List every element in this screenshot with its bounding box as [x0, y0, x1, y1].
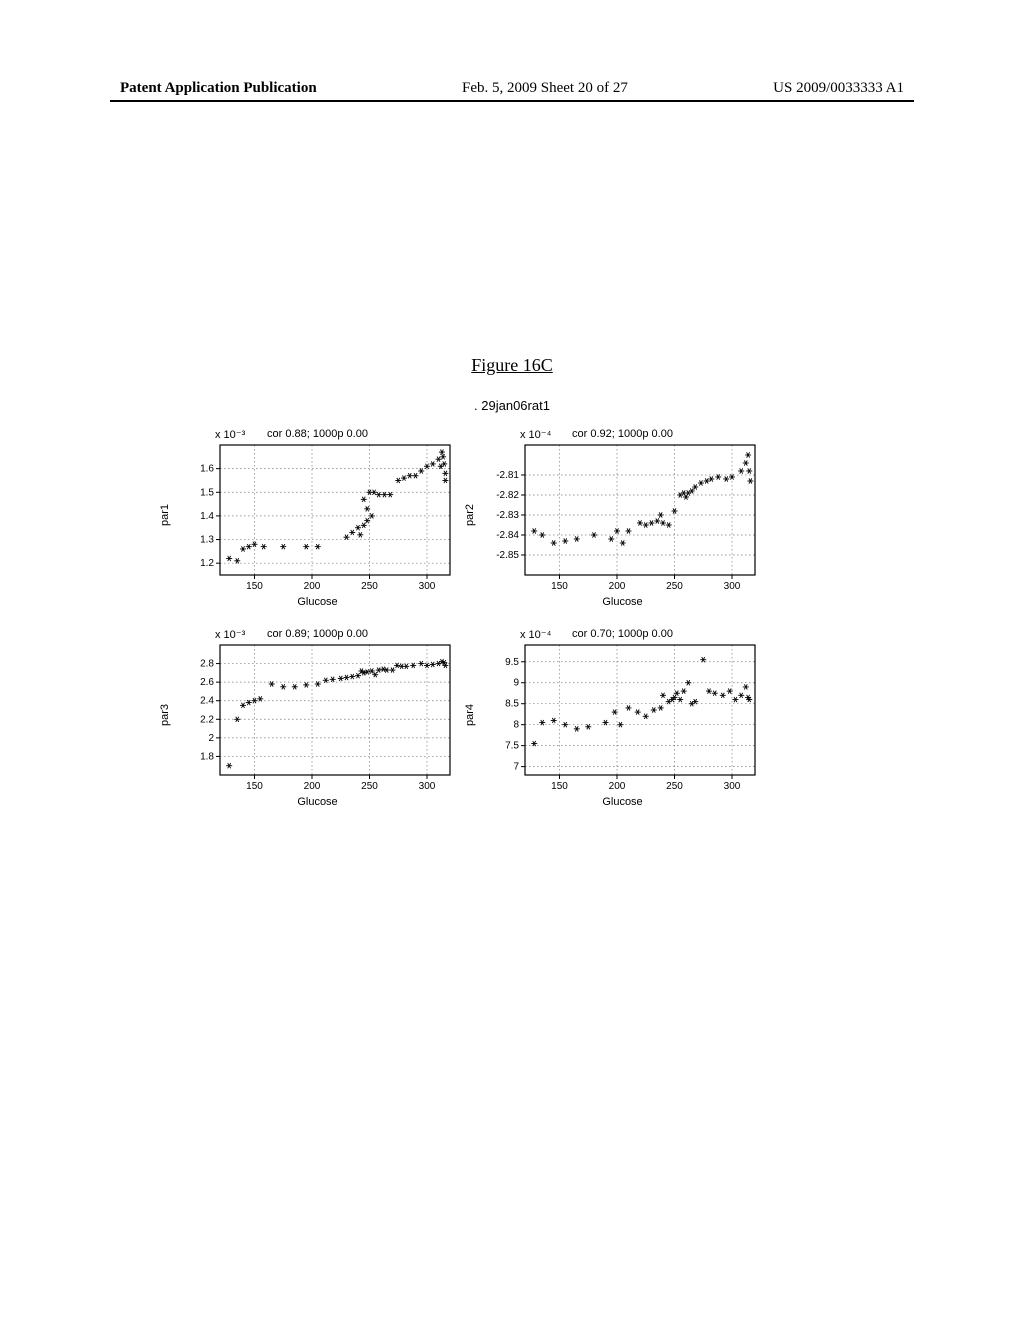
- svg-text:250: 250: [666, 581, 683, 592]
- panel-title: cor 0.89; 1000p 0.00: [267, 628, 368, 640]
- scale-label: x 10⁻³: [215, 428, 245, 441]
- svg-text:1.3: 1.3: [200, 535, 214, 546]
- svg-text:300: 300: [419, 581, 436, 592]
- svg-text:1.4: 1.4: [200, 511, 214, 522]
- svg-text:9.5: 9.5: [505, 657, 519, 668]
- svg-text:250: 250: [361, 781, 378, 792]
- svg-text:200: 200: [609, 781, 626, 792]
- svg-text:2.2: 2.2: [200, 714, 214, 725]
- figure-title: Figure 16C: [0, 355, 1024, 376]
- svg-text:2.8: 2.8: [200, 659, 214, 670]
- svg-text:200: 200: [609, 581, 626, 592]
- svg-text:9: 9: [513, 678, 519, 689]
- svg-text:1.5: 1.5: [200, 487, 214, 498]
- svg-text:2: 2: [208, 733, 214, 744]
- svg-text:1.8: 1.8: [200, 751, 214, 762]
- xlabel: Glucose: [602, 596, 642, 608]
- svg-text:-2.82: -2.82: [496, 490, 519, 501]
- panel-title: cor 0.70; 1000p 0.00: [572, 628, 673, 640]
- svg-text:1.2: 1.2: [200, 558, 214, 569]
- svg-text:250: 250: [361, 581, 378, 592]
- svg-text:200: 200: [304, 781, 321, 792]
- svg-text:200: 200: [304, 581, 321, 592]
- svg-text:150: 150: [246, 781, 263, 792]
- svg-text:-2.85: -2.85: [496, 550, 519, 561]
- scale-label: x 10⁻³: [215, 628, 245, 641]
- ylabel: par1: [159, 504, 171, 526]
- header-rule: [110, 100, 914, 102]
- header-docnum: US 2009/0033333 A1: [773, 80, 904, 97]
- svg-text:2.4: 2.4: [200, 696, 214, 707]
- xlabel: Glucose: [297, 596, 337, 608]
- ylabel: par3: [159, 704, 171, 726]
- svg-text:2.6: 2.6: [200, 677, 214, 688]
- svg-text:150: 150: [551, 781, 568, 792]
- svg-text:8: 8: [513, 720, 519, 731]
- svg-text:-2.81: -2.81: [496, 470, 519, 481]
- xlabel: Glucose: [602, 796, 642, 808]
- svg-text:-2.84: -2.84: [496, 530, 519, 541]
- scatter-grid: 1502002503001.21.31.41.51.6par1Glucosex …: [175, 420, 765, 810]
- scale-label: x 10⁻⁴: [520, 628, 551, 641]
- svg-text:150: 150: [246, 581, 263, 592]
- svg-text:150: 150: [551, 581, 568, 592]
- panel-title: cor 0.92; 1000p 0.00: [572, 428, 673, 440]
- svg-text:300: 300: [724, 781, 741, 792]
- panel-par4: 15020025030077.588.599.5par4Glucosex 10⁻…: [480, 620, 765, 810]
- scale-label: x 10⁻⁴: [520, 428, 551, 441]
- header-sheet: Feb. 5, 2009 Sheet 20 of 27: [462, 80, 628, 97]
- svg-text:8.5: 8.5: [505, 699, 519, 710]
- panel-title: cor 0.88; 1000p 0.00: [267, 428, 368, 440]
- svg-text:7: 7: [513, 762, 519, 773]
- header-publication: Patent Application Publication: [120, 80, 317, 97]
- xlabel: Glucose: [297, 796, 337, 808]
- panel-par1: 1502002503001.21.31.41.51.6par1Glucosex …: [175, 420, 460, 610]
- svg-text:7.5: 7.5: [505, 741, 519, 752]
- svg-text:-2.83: -2.83: [496, 510, 519, 521]
- figure-overall-title: . 29jan06rat1: [0, 398, 1024, 413]
- ylabel: par4: [464, 704, 476, 726]
- svg-text:250: 250: [666, 781, 683, 792]
- svg-text:300: 300: [419, 781, 436, 792]
- panel-par3: 1502002503001.822.22.42.62.8par3Glucosex…: [175, 620, 460, 810]
- ylabel: par2: [464, 504, 476, 526]
- svg-text:300: 300: [724, 581, 741, 592]
- panel-par2: 150200250300-2.85-2.84-2.83-2.82-2.81par…: [480, 420, 765, 610]
- svg-text:1.6: 1.6: [200, 464, 214, 475]
